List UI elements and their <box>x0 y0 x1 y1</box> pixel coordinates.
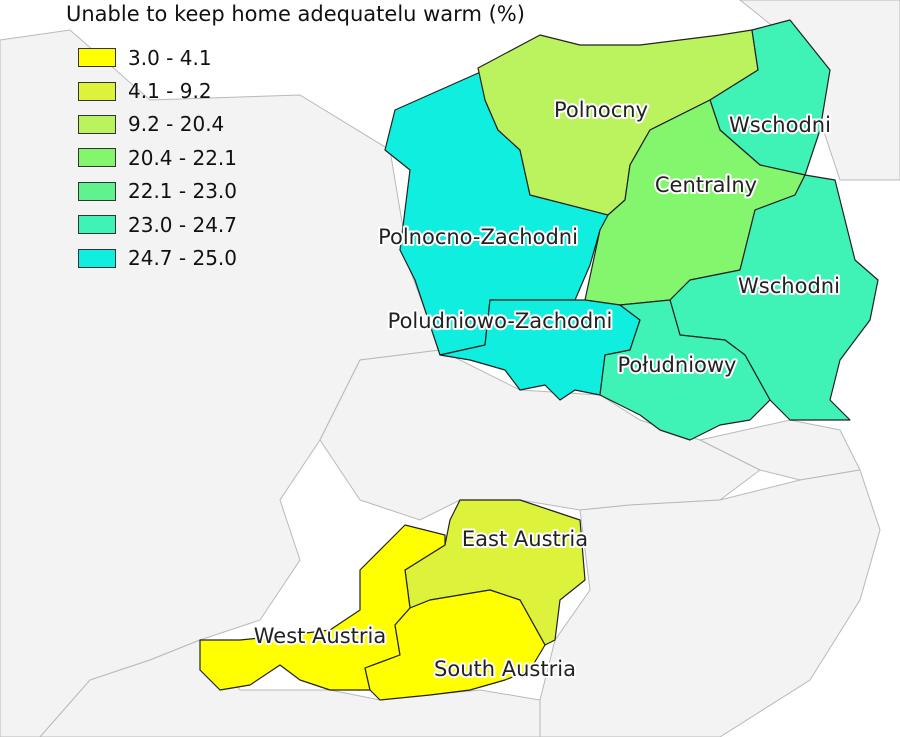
legend-swatch <box>78 215 116 235</box>
bg-south <box>39 639 541 737</box>
legend-item: 23.0 - 24.7 <box>78 208 525 241</box>
legend-item: 20.4 - 22.1 <box>78 141 525 174</box>
bg-hungary-east <box>539 469 881 737</box>
legend-swatch <box>78 48 116 68</box>
legend-swatch <box>78 248 116 268</box>
label-centralny: Centralny <box>655 173 757 197</box>
label-east-austria: East Austria <box>462 527 588 551</box>
legend-item: 4.1 - 9.2 <box>78 74 525 107</box>
map-legend: Unable to keep home adequatelu warm (%) … <box>66 0 525 275</box>
region-south-austria[interactable] <box>364 589 546 701</box>
legend-item: 24.7 - 25.0 <box>78 241 525 274</box>
region-west-austria[interactable] <box>199 524 446 691</box>
label-west-austria: West Austria <box>254 624 387 648</box>
region-labels: Polnocny Wschodni Centralny Polnocno-Zac… <box>252 96 842 683</box>
legend-label: 3.0 - 4.1 <box>128 45 212 70</box>
legend-item: 3.0 - 4.1 <box>78 41 525 74</box>
legend-item: 9.2 - 20.4 <box>78 108 525 141</box>
label-polnocno-zachodni: Polnocno-Zachodni <box>378 225 578 249</box>
legend-swatch <box>78 181 116 201</box>
region-poludniowy[interactable] <box>599 299 771 441</box>
legend-label: 23.0 - 24.7 <box>128 212 237 237</box>
label-poludniowo-zachodni: Poludniowo-Zachodni <box>388 309 613 333</box>
legend-label: 9.2 - 20.4 <box>128 112 225 137</box>
label-poludniowy: Południowy <box>618 353 737 377</box>
legend-label: 22.1 - 23.0 <box>128 179 237 204</box>
legend-title: Unable to keep home adequatelu warm (%) <box>66 2 525 26</box>
legend-swatch <box>78 114 116 134</box>
legend-label: 24.7 - 25.0 <box>128 246 237 271</box>
label-wschodni-north: Wschodni <box>729 113 831 137</box>
legend-swatch <box>78 81 116 101</box>
label-south-austria: South Austria <box>434 657 576 681</box>
label-polnocny: Polnocny <box>554 98 648 122</box>
legend-swatch <box>78 148 116 168</box>
legend-label: 20.4 - 22.1 <box>128 145 237 170</box>
legend-label: 4.1 - 9.2 <box>128 79 212 104</box>
label-wschodni: Wschodni <box>738 274 840 298</box>
legend-item: 22.1 - 23.0 <box>78 175 525 208</box>
